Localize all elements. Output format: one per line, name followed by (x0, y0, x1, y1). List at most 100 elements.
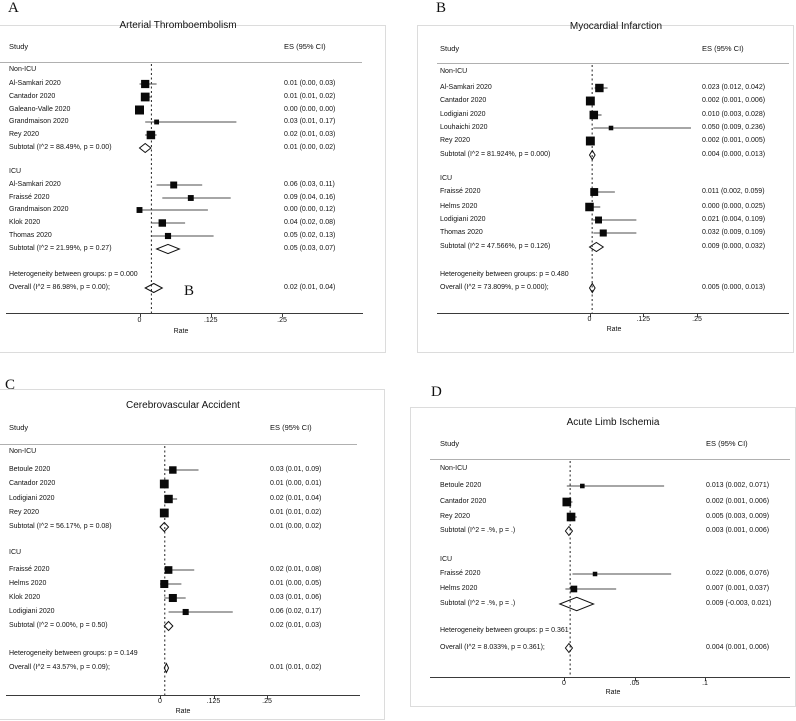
panel-a-group-label: Non-ICU (9, 66, 37, 73)
x-axis-tick (705, 678, 706, 681)
x-axis-tick-label: .125 (203, 317, 218, 324)
x-axis-tick-label: 0 (587, 316, 592, 323)
panel-c-heterogeneity-text: Heterogeneity between groups: p = 0.149 (9, 650, 138, 657)
panel-b-study-row-es: 0.002 (0.001, 0.005) (702, 137, 766, 144)
panel-c-study-row-label: Klok 2020 (9, 594, 41, 601)
panel-c-study-row-es: 0.02 (0.01, 0.08) (270, 566, 322, 573)
panel-c-study-column-header: Study (9, 423, 29, 432)
panel-b-study-row-label: Helms 2020 (440, 203, 478, 210)
panel-c-subtotal-es: 0.02 (0.01, 0.03) (270, 622, 322, 629)
panel-d-title: Acute Limb Ischemia (566, 417, 660, 428)
panel-a-es-column-header: ES (95% CI) (284, 42, 326, 51)
panel-d-subtotal-es: 0.003 (0.001, 0.006) (706, 527, 770, 534)
panel-c-es-column-header: ES (95% CI) (270, 423, 312, 432)
panel-a-study-row-label: Cantador 2020 (9, 93, 56, 100)
panel-b-study-row-es: 0.010 (0.003, 0.028) (702, 111, 766, 118)
panel-d-subtotal-es: 0.009 (-0.003, 0.021) (706, 600, 772, 607)
x-axis-tick-label: .125 (636, 316, 651, 323)
panel-a-study-row-label: Al-Samkari 2020 (9, 181, 61, 188)
panel-d-study-row-label: Helms 2020 (440, 585, 478, 592)
panel-b-study-row-label: Lodigiani 2020 (440, 111, 486, 118)
panel-a-x-axis-label: Rate (173, 328, 189, 335)
panel-d-study-row-label: Rey 2020 (440, 513, 470, 520)
panel-d-study-column-header: Study (440, 439, 460, 448)
panel-b-x-axis-label: Rate (606, 326, 622, 333)
panel-b-study-row-label: Cantador 2020 (440, 97, 487, 104)
panel-b-subtotal-es: 0.004 (0.000, 0.013) (702, 151, 766, 158)
panel-c-group-label: Non-ICU (9, 448, 37, 455)
panel-b-study-column-header: Study (440, 44, 460, 53)
panel-a-overall-es: 0.02 (0.01, 0.04) (284, 284, 336, 291)
panel-d-study-row-label: Betoule 2020 (440, 482, 482, 489)
panel-c-subtotal-label: Subtotal (I^2 = 56.17%, p = 0.08) (9, 523, 112, 530)
panel-d-x-axis (430, 677, 790, 678)
panel-c-study-row-label: Betoule 2020 (9, 466, 51, 473)
panel-b-es-column-header: ES (95% CI) (702, 44, 744, 53)
panel-b-study-row-es: 0.000 (0.000, 0.025) (702, 203, 766, 210)
panel-d-overall-label: Overall (I^2 = 8.033%, p = 0.361); (440, 644, 545, 651)
panel-a-border (0, 25, 386, 353)
panel-a-study-row-label: Klok 2020 (9, 219, 41, 226)
panel-a-study-row-label: Grandmaison 2020 (9, 118, 69, 125)
panel-a-group-label: ICU (9, 168, 22, 175)
x-axis-tick (564, 678, 565, 681)
panel-d-es-column-header: ES (95% CI) (706, 439, 748, 448)
panel-a-subtotal-es: 0.01 (0.00, 0.02) (284, 144, 336, 151)
x-axis-tick (267, 696, 268, 699)
panel-a-study-row-es: 0.09 (0.04, 0.16) (284, 194, 336, 201)
x-axis-tick (210, 314, 212, 317)
panel-a-subtotal-es: 0.05 (0.03, 0.07) (284, 245, 336, 252)
panel-b-study-row-es: 0.032 (0.009, 0.109) (702, 229, 766, 236)
panel-d-x-axis-label: Rate (605, 689, 621, 696)
panel-d-study-row-label: Cantador 2020 (440, 498, 487, 505)
panel-d-study-row-es: 0.007 (0.001, 0.037) (706, 585, 770, 592)
panel-d-group-label: ICU (440, 556, 453, 563)
panel-a-study-row-label: Thomas 2020 (9, 232, 52, 239)
panel-a-study-row-es: 0.00 (0.00, 0.00) (284, 106, 336, 113)
panel-c-group-label: ICU (9, 549, 22, 556)
panel-c-study-row-es: 0.01 (0.00, 0.05) (270, 580, 322, 587)
x-axis-tick-label: 0 (562, 680, 566, 687)
panel-b-study-row-es: 0.050 (0.009, 0.236) (702, 124, 766, 131)
panel-b-border (417, 25, 794, 353)
panel-b-subtotal-es: 0.009 (0.000, 0.032) (702, 243, 766, 250)
panel-c-study-row-label: Lodigiani 2020 (9, 495, 55, 502)
panel-d-overall-es: 0.004 (0.001, 0.006) (706, 644, 770, 651)
panel-c-subtotal-es: 0.01 (0.00, 0.02) (270, 523, 322, 530)
panel-d-study-row-es: 0.013 (0.002, 0.071) (706, 482, 770, 489)
x-axis-tick-label: 0 (158, 698, 162, 705)
panel-b-title: Myocardial Infarction (569, 21, 663, 32)
panel-a-x-axis (6, 313, 363, 314)
panel-a-heterogeneity-text: Heterogeneity between groups: p = 0.000 (9, 271, 138, 278)
x-axis-tick (634, 678, 636, 681)
panel-c-study-row-es: 0.03 (0.01, 0.09) (270, 466, 322, 473)
panel-b-study-row-label: Al-Samkari 2020 (440, 84, 492, 91)
panel-c-study-row-es: 0.01 (0.00, 0.01) (270, 480, 322, 487)
panel-d-study-row-label: Fraissé 2020 (440, 570, 481, 577)
x-axis-tick (139, 314, 141, 317)
panel-b-x-axis (437, 313, 789, 314)
panel-a-study-row-label: Rey 2020 (9, 131, 39, 138)
panel-b-header-rule (437, 63, 789, 64)
panel-a-study-row-label: Galeano-Valle 2020 (9, 106, 71, 113)
panel-a-study-row-label: Grandmaison 2020 (9, 206, 69, 213)
panel-d-study-row-es: 0.002 (0.001, 0.006) (706, 498, 770, 505)
panel-a-study-row-es: 0.06 (0.03, 0.11) (284, 181, 335, 188)
panel-b-overall-es: 0.005 (0.000, 0.013) (702, 284, 766, 291)
panel-d-header-rule (430, 459, 790, 460)
panel-c-label: C (5, 377, 16, 393)
panel-d-study-row-es: 0.022 (0.006, 0.076) (706, 570, 770, 577)
x-axis-tick (643, 314, 645, 317)
panel-d-heterogeneity-text: Heterogeneity between groups: p = 0.361 (440, 627, 569, 634)
x-axis-tick-label: 0 (137, 317, 142, 324)
panel-c-study-row-label: Lodigiani 2020 (9, 608, 55, 615)
x-axis-tick (697, 314, 698, 317)
panel-a-study-row-es: 0.01 (0.01, 0.02) (284, 93, 336, 100)
panel-b-study-row-es: 0.023 (0.012, 0.042) (702, 84, 766, 91)
panel-c-study-row-label: Fraissé 2020 (9, 566, 50, 573)
panel-c-border (0, 389, 385, 720)
x-axis-tick-label: .125 (206, 698, 221, 705)
panel-a-study-row-es: 0.01 (0.00, 0.03) (284, 80, 336, 87)
panel-c-subtotal-label: Subtotal (I^2 = 0.00%, p = 0.50) (9, 622, 108, 629)
panel-b-study-row-es: 0.021 (0.004, 0.109) (702, 216, 766, 223)
